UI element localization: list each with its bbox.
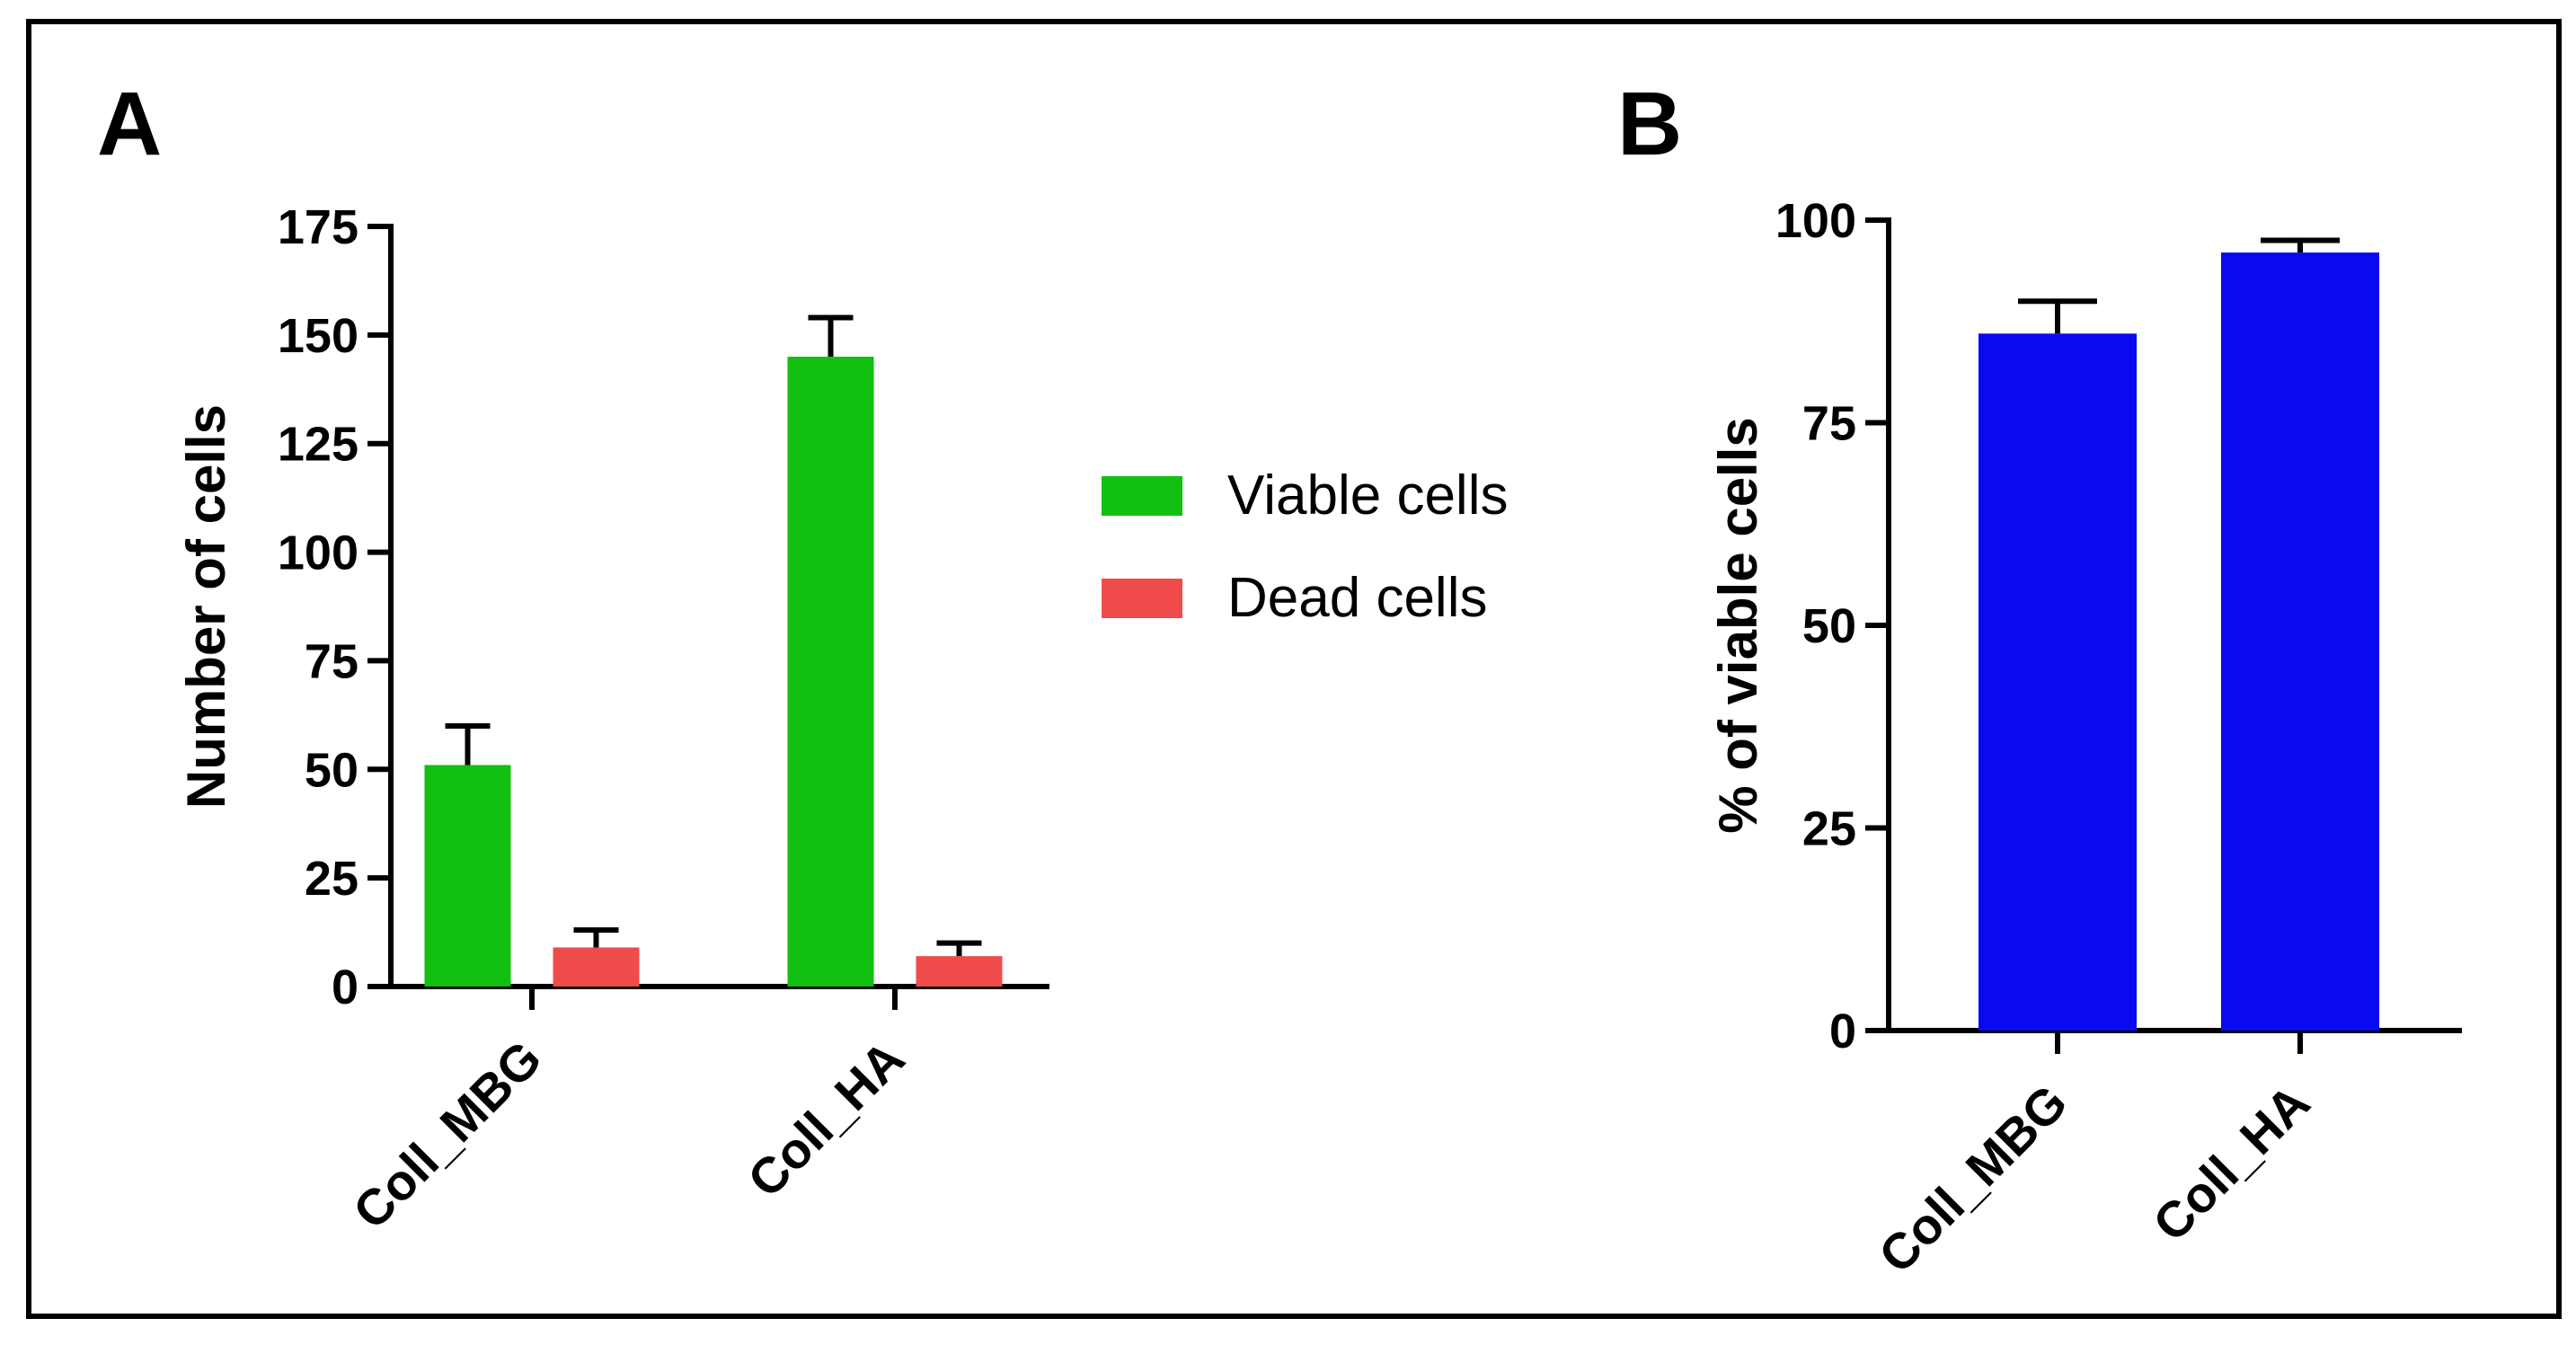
x-tick-label: Coll_HA (737, 1030, 916, 1208)
x-tick-label: Coll_MBG (342, 1030, 553, 1240)
y-tick-label: 50 (305, 743, 359, 797)
x-tick-label: Coll_HA (2142, 1074, 2321, 1252)
y-tick-label: 0 (1829, 1004, 1856, 1058)
y-tick-label: 25 (1802, 802, 1856, 856)
bar-coll-mbg-viable-cells (424, 765, 511, 987)
legend-swatch (1102, 476, 1182, 516)
panel-label-b: B (1617, 74, 1682, 174)
y-tick-label: 150 (278, 309, 359, 363)
bar-coll-mbg--of-viable-cells (1978, 333, 2137, 1031)
y-tick-label: 75 (305, 634, 359, 688)
chart-b: 0 25 50 75 100 % of viable cells Coll_MBG Coll_… (1708, 194, 2462, 1284)
y-tick-label: 175 (278, 200, 359, 254)
x-tick-label: Coll_MBG (1868, 1074, 2078, 1284)
bar-coll-ha--of-viable-cells (2221, 252, 2379, 1031)
y-axis-title: Number of cells (176, 404, 236, 809)
y-tick-label: 125 (278, 418, 359, 472)
legend-label: Dead cells (1227, 567, 1487, 629)
y-axis-title: % of viable cells (1708, 417, 1768, 834)
figure-border (26, 19, 2562, 1319)
y-tick-label: 50 (1802, 599, 1856, 653)
panel-label-a: A (97, 74, 162, 174)
bar-coll-mbg-dead-cells (553, 947, 640, 987)
y-tick-label: 75 (1802, 397, 1856, 451)
bar-coll-ha-viable-cells (787, 357, 874, 987)
legend-label: Viable cells (1227, 465, 1508, 527)
bar-coll-ha-dead-cells (916, 956, 1003, 987)
y-tick-label: 25 (305, 852, 359, 906)
y-tick-label: 0 (332, 960, 359, 1014)
y-tick-label: 100 (278, 527, 359, 580)
legend-swatch (1102, 579, 1182, 618)
y-tick-label: 100 (1775, 194, 1856, 248)
chart-a: 0 25 50 75 100 125 150 175 Number of cells Coll_M… (176, 200, 1508, 1240)
